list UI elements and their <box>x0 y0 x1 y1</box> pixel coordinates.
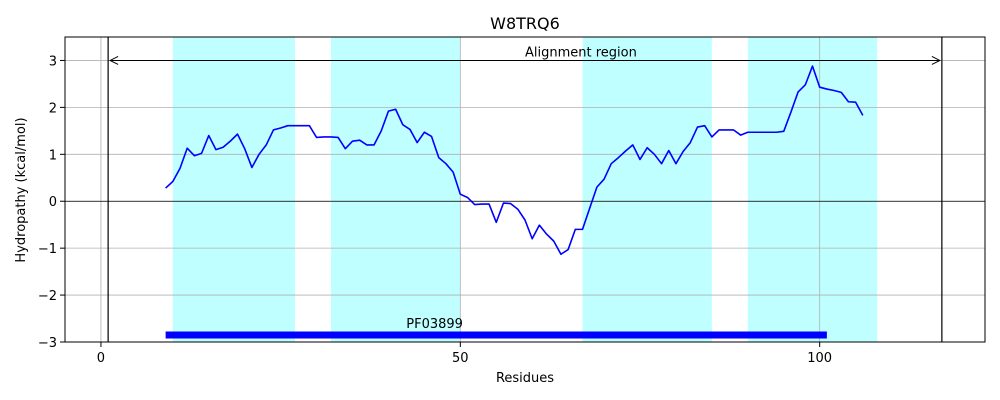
y-tick-label-2: −1 <box>38 242 57 257</box>
plot-frame <box>64 36 986 343</box>
highlight-band-0 <box>172 37 295 342</box>
hydropathy-series <box>165 65 864 256</box>
y-tick-label-6: 3 <box>49 54 57 69</box>
x-axis-label: Residues <box>496 371 554 386</box>
alignment-region-arrow: Alignment region <box>109 45 941 65</box>
x-tick-label-2: 100 <box>807 351 832 366</box>
chart-title: W8TRQ6 <box>490 14 560 33</box>
domain-label-0: PF03899 <box>406 317 463 332</box>
y-tick-label-1: −2 <box>38 289 57 304</box>
y-tick-label-5: 2 <box>49 101 57 116</box>
y-axis-label: Hydropathy (kcal/mol) <box>14 117 29 262</box>
alignment-arrow-right-head <box>931 56 941 65</box>
x-axis-ticks: 0 50 100 <box>97 342 832 366</box>
domain-bars: PF03899 <box>165 317 827 339</box>
y-tick-label-0: −3 <box>38 336 57 351</box>
series-line-0 <box>165 65 864 256</box>
x-tick-label-1: 50 <box>452 351 469 366</box>
highlight-band-2 <box>582 37 712 342</box>
highlight-bands <box>172 37 878 342</box>
y-tick-label-3: 0 <box>49 195 57 210</box>
alignment-region-label: Alignment region <box>525 45 637 60</box>
alignment-boundary-lines <box>107 37 943 342</box>
y-tick-label-4: 1 <box>49 148 57 163</box>
highlight-band-3 <box>747 37 878 342</box>
y-axis-ticks: −3 −2 −1 0 1 2 3 <box>38 54 65 351</box>
highlight-band-1 <box>330 37 461 342</box>
alignment-arrow-left-head <box>109 56 119 65</box>
x-tick-label-0: 0 <box>97 351 105 366</box>
